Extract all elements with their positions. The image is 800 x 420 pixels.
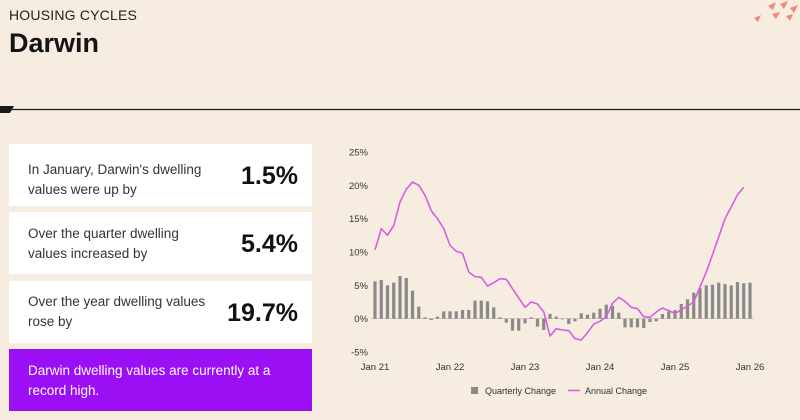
stat-label: Over the year dwelling values rose by [28,294,206,329]
quarterly-change-bar [679,304,683,319]
chart-legend: Quarterly Change Annual Change [471,386,647,396]
quarterly-change-bar [567,318,571,324]
quarterly-change-bar [579,313,583,319]
quarterly-change-bar [410,290,415,319]
quarterly-change-bar [535,318,540,327]
quarterly-change-bar [373,281,377,319]
quarterly-change-bar [442,311,446,319]
quarterly-change-bar [392,282,396,319]
section-eyebrow: HOUSING CYCLES [9,7,138,23]
x-tick-label: Jan 26 [736,362,765,373]
quarterly-change-bar [498,317,502,319]
quarterly-change-bar [635,318,640,328]
quarterly-change-bar [748,282,752,319]
y-tick-label: -5% [351,348,368,359]
quarterly-change-bar [685,299,690,319]
quarterly-change-bar [723,284,727,319]
y-tick-label: 20% [349,181,369,192]
x-tick-label: Jan 21 [361,362,390,373]
quarterly-change-bar [485,301,490,319]
quarterly-change-bar [517,318,521,331]
quarterly-change-bar [460,310,465,319]
quarterly-change-bar [379,280,383,319]
quarterly-change-bar [542,318,546,330]
housing-cycle-chart: 25% 20% 15% 10% 5% 0% -5% Jan 21 Jan 22 Jan 23 Jan… [349,148,765,397]
quarterly-change-bar [467,310,471,319]
quarterly-change-bar [385,285,390,319]
quarterly-change-bar [623,318,627,328]
quarterly-change-bar [604,304,608,319]
stat-card-monthly: In January, Darwin's dwelling values wer… [9,144,312,206]
quarterly-change-bar [742,283,746,319]
quarterly-change-bar [629,318,633,328]
quarterly-change-bar [698,288,702,319]
quarterly-change-bar [717,282,721,319]
x-tick-label: Jan 25 [661,362,690,373]
legend-swatch-quarterly [471,387,478,394]
quarterly-change-bar [492,307,496,319]
quarterly-change-bar [667,311,671,319]
page-title: Darwin [9,28,100,58]
stat-card-quarterly: Over the quarter dwelling values increas… [9,212,312,274]
quarterly-change-bar [435,316,440,319]
annual-change-line [374,181,745,341]
header-divider [0,106,800,113]
quarterly-change-bar [617,312,621,319]
quarterly-change-bar [510,318,515,331]
legend-label-annual: Annual Change [585,386,647,396]
quarterly-change-bar [523,318,527,324]
quarterly-change-bar [585,314,590,319]
quarterly-change-bar [610,306,615,319]
quarterly-change-bar [473,300,477,319]
quarterly-change-bar [642,318,646,328]
quarterly-change-bar [704,285,708,319]
quarterly-change-bar [592,312,596,319]
quarterly-change-bar [529,317,533,319]
quarterly-change-bar [417,306,421,319]
stat-value: 19.7% [227,299,298,327]
quarterly-change-bar [554,316,558,319]
quarterly-change-bar [398,276,402,319]
stat-label: Over the quarter dwelling values increas… [28,226,179,261]
quarterly-change-bar [673,310,677,319]
quarterly-change-bar [729,285,733,319]
quarterly-change-bar [654,318,658,322]
quarterly-change-bar [504,318,508,323]
y-tick-label: 0% [354,314,368,325]
quarterly-change-bar [692,292,696,319]
legend-label-quarterly: Quarterly Change [485,386,556,396]
x-tick-label: Jan 24 [586,362,615,373]
quarterly-change-bar [479,300,483,319]
y-tick-label: 15% [349,214,369,225]
quarterly-change-bar [710,284,715,319]
stat-card-annual: Over the year dwelling values rose by 19… [9,281,312,343]
quarterly-change-bar [548,314,552,319]
stat-value: 1.5% [241,162,298,190]
y-tick-label: 5% [354,281,368,292]
record-high-banner: Darwin dwelling values are currently at … [9,349,312,411]
stat-label: In January, Darwin's dwelling values wer… [28,162,202,197]
quarterly-change-bar [660,314,665,319]
quarterly-change-bar [735,282,740,319]
quarterly-change-bar [598,308,602,319]
quarterly-change-bar [448,311,452,319]
y-tick-label: 10% [349,248,369,259]
quarterly-change-bar [404,278,408,319]
decorative-shards-icon [754,1,798,22]
quarterly-change-bar [648,318,652,322]
stat-value: 5.4% [241,230,298,258]
quarterly-change-bar [560,318,565,320]
x-tick-label: Jan 23 [511,362,540,373]
quarterly-change-bar [429,318,433,320]
x-tick-label: Jan 22 [436,362,465,373]
quarterly-change-bar [573,318,577,322]
y-tick-label: 25% [349,148,369,159]
quarterly-change-bar [423,317,427,319]
quarterly-change-bar [454,311,458,319]
